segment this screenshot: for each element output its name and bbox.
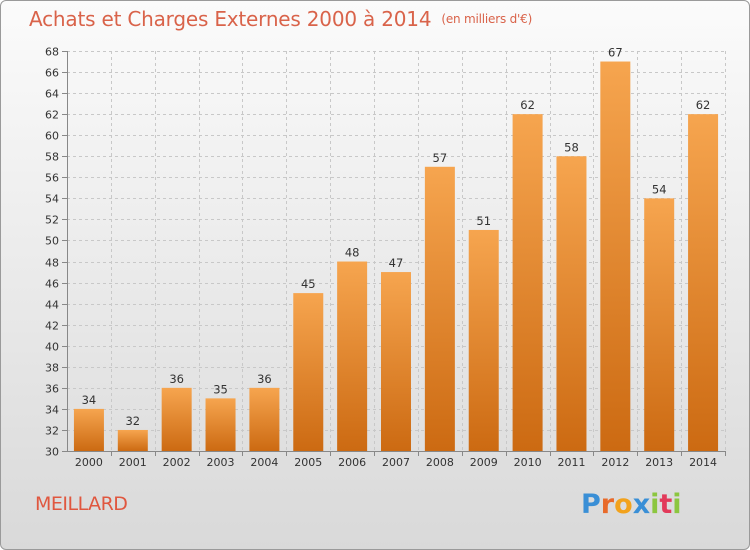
data-label: 36 [257,372,272,386]
y-tick-label: 62 [45,109,59,122]
x-tick-label: 2003 [207,456,235,469]
bar [161,387,192,451]
x-tick-label: 2013 [645,456,673,469]
bar [293,293,324,451]
data-label: 34 [82,393,97,407]
logo-letter: r [600,489,615,520]
bar [424,166,455,451]
data-label: 62 [520,98,535,112]
y-tick-label: 68 [45,46,59,59]
bar [644,198,675,451]
bars [73,61,719,452]
y-tick-label: 48 [45,257,59,270]
y-tick-label: 40 [45,341,59,354]
y-tick-label: 64 [45,88,59,101]
y-tick-label: 56 [45,172,59,185]
bar [468,229,499,451]
bar [205,398,236,451]
bar [556,156,587,451]
axes: 30 32 34 36 38 40 42 44 46 48 50 52 54 56 58 60 62 64 66 68… [45,46,726,469]
logo-letter: x [632,489,651,520]
bar [73,408,104,451]
chart-title: Achats et Charges Externes 2000 à 2014 (e… [29,7,532,31]
y-tick-label: 50 [45,235,59,248]
logo-letter: i [650,489,660,520]
data-label: 48 [345,246,360,260]
title-unit: (en milliers d'€) [441,12,533,26]
bar [337,261,368,451]
title-text: Achats et Charges Externes 2000 à 2014 [29,7,432,31]
data-label: 47 [389,256,404,270]
y-tick-label: 44 [45,299,59,312]
y-tick-label: 36 [45,383,59,396]
bar [688,114,719,451]
x-tick-label: 2000 [75,456,103,469]
x-tick-label: 2011 [557,456,585,469]
bar [381,272,411,451]
data-label: 62 [696,98,711,112]
data-label: 36 [169,372,184,386]
x-tick-label: 2009 [470,456,498,469]
data-label: 35 [213,382,228,396]
logo-letter: o [614,489,633,520]
y-tick-label: 42 [45,320,59,333]
data-label: 32 [125,414,140,428]
y-tick-label: 66 [45,67,59,80]
y-tick-label: 54 [45,193,59,206]
x-tick-label: 2012 [601,456,629,469]
data-label: 51 [476,214,491,228]
logo-letter: i [672,489,682,520]
x-tick-label: 2014 [689,456,717,469]
data-labels: 34 32 36 35 36 45 48 47 57 51 62 58 67 54 62 [82,46,711,428]
x-tick-label: 2002 [163,456,191,469]
logo-letter: t [659,489,673,520]
x-tick-label: 2008 [426,456,454,469]
bar [600,61,631,452]
town-name: MEILLARD [35,493,128,515]
y-tick-label: 30 [45,446,59,459]
x-tick-label: 2004 [250,456,278,469]
y-tick-label: 38 [45,362,59,375]
y-tick-label: 34 [45,404,59,417]
data-label: 57 [433,151,448,165]
logo-letter: P [581,489,601,520]
y-tick-label: 46 [45,278,59,291]
bar [512,114,543,451]
y-tick-label: 60 [45,130,59,143]
proxiti-logo: Proxiti [581,489,682,520]
y-tick-label: 32 [45,425,59,438]
data-label: 67 [608,46,623,60]
x-tick-label: 2010 [514,456,542,469]
x-tick-label: 2005 [294,456,322,469]
y-tick-label: 58 [45,151,59,164]
y-tick-label: 52 [45,214,59,227]
x-tick-label: 2007 [382,456,410,469]
bar [117,429,148,451]
data-label: 54 [652,182,667,196]
bar [249,387,280,451]
data-label: 58 [564,140,579,154]
data-label: 45 [301,277,316,291]
x-tick-label: 2006 [338,456,366,469]
x-tick-label: 2001 [119,456,147,469]
